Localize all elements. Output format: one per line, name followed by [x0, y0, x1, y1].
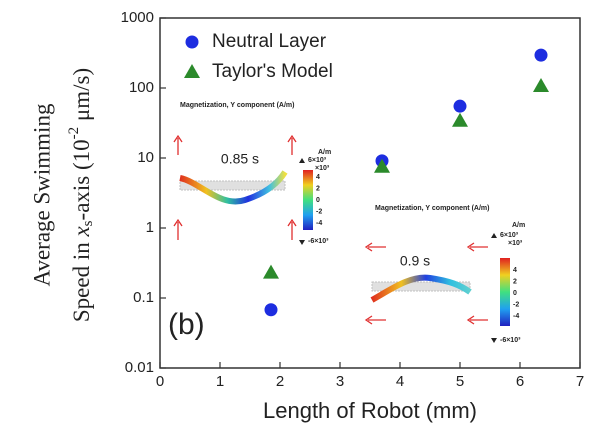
data-point	[263, 265, 279, 279]
legend-marker	[184, 64, 200, 78]
y-tick-label: 1	[146, 219, 154, 236]
colorbar-unit: A/m	[512, 222, 525, 229]
y-axis-label: Speed in xs-axis (10-2 μm/s)	[66, 68, 96, 322]
x-tick-label: 3	[336, 373, 344, 390]
colorbar-tick: -2	[316, 208, 322, 215]
y-tick-label: 0.01	[125, 359, 154, 376]
colorbar-scale: ×10³	[315, 165, 330, 172]
inset-title: Magnetization, Y component (A/m)	[375, 205, 489, 212]
x-tick-label: 0	[156, 373, 164, 390]
y-axis-label: Average Swimming	[29, 103, 54, 286]
x-axis-label: Length of Robot (mm)	[263, 398, 477, 423]
colorbar-tick: 4	[316, 174, 320, 181]
colorbar-max: 6×10³	[308, 157, 327, 164]
data-point	[452, 113, 468, 127]
x-tick-label: 1	[216, 373, 224, 390]
colorbar-tick: 0	[316, 197, 320, 204]
legend-marker	[186, 36, 199, 49]
colorbar-min: -6×10³	[308, 238, 329, 245]
legend-label: Neutral Layer	[212, 31, 327, 52]
legend-label: Taylor's Model	[212, 61, 333, 82]
data-point	[454, 100, 467, 113]
data-point	[265, 303, 278, 316]
x-tick-label: 7	[576, 373, 584, 390]
y-tick-label: 100	[129, 79, 154, 96]
colorbar-tick: -2	[513, 301, 519, 308]
inset-title: Magnetization, Y component (A/m)	[180, 102, 294, 109]
colorbar-max: 6×10³	[500, 232, 519, 239]
inset-time: 0.85 s	[221, 151, 259, 167]
inset	[366, 233, 510, 343]
colorbar-unit: A/m	[318, 149, 331, 156]
y-tick-label: 10	[137, 149, 154, 166]
colorbar-tick: 4	[513, 267, 517, 274]
colorbar-tick: -4	[513, 313, 519, 320]
x-tick-label: 5	[456, 373, 464, 390]
x-tick-label: 2	[276, 373, 284, 390]
x-tick-label: 4	[396, 373, 404, 390]
chart: Length of Robot (mm) Average Swimming Sp…	[0, 0, 591, 438]
colorbar-tick: -4	[316, 220, 322, 227]
colorbar-tick: 2	[513, 278, 517, 285]
panel-label: (b)	[168, 308, 205, 341]
data-point	[533, 78, 549, 92]
colorbar-tick: 0	[513, 290, 517, 297]
y-tick-label: 1000	[121, 9, 154, 26]
inset-time: 0.9 s	[400, 253, 430, 269]
colorbar-tick: 2	[316, 185, 320, 192]
x-tick-label: 6	[516, 373, 524, 390]
colorbar-scale: ×10³	[508, 240, 523, 247]
data-point	[535, 49, 548, 62]
colorbar-min: -6×10³	[500, 337, 521, 344]
y-tick-label: 0.1	[133, 289, 154, 306]
